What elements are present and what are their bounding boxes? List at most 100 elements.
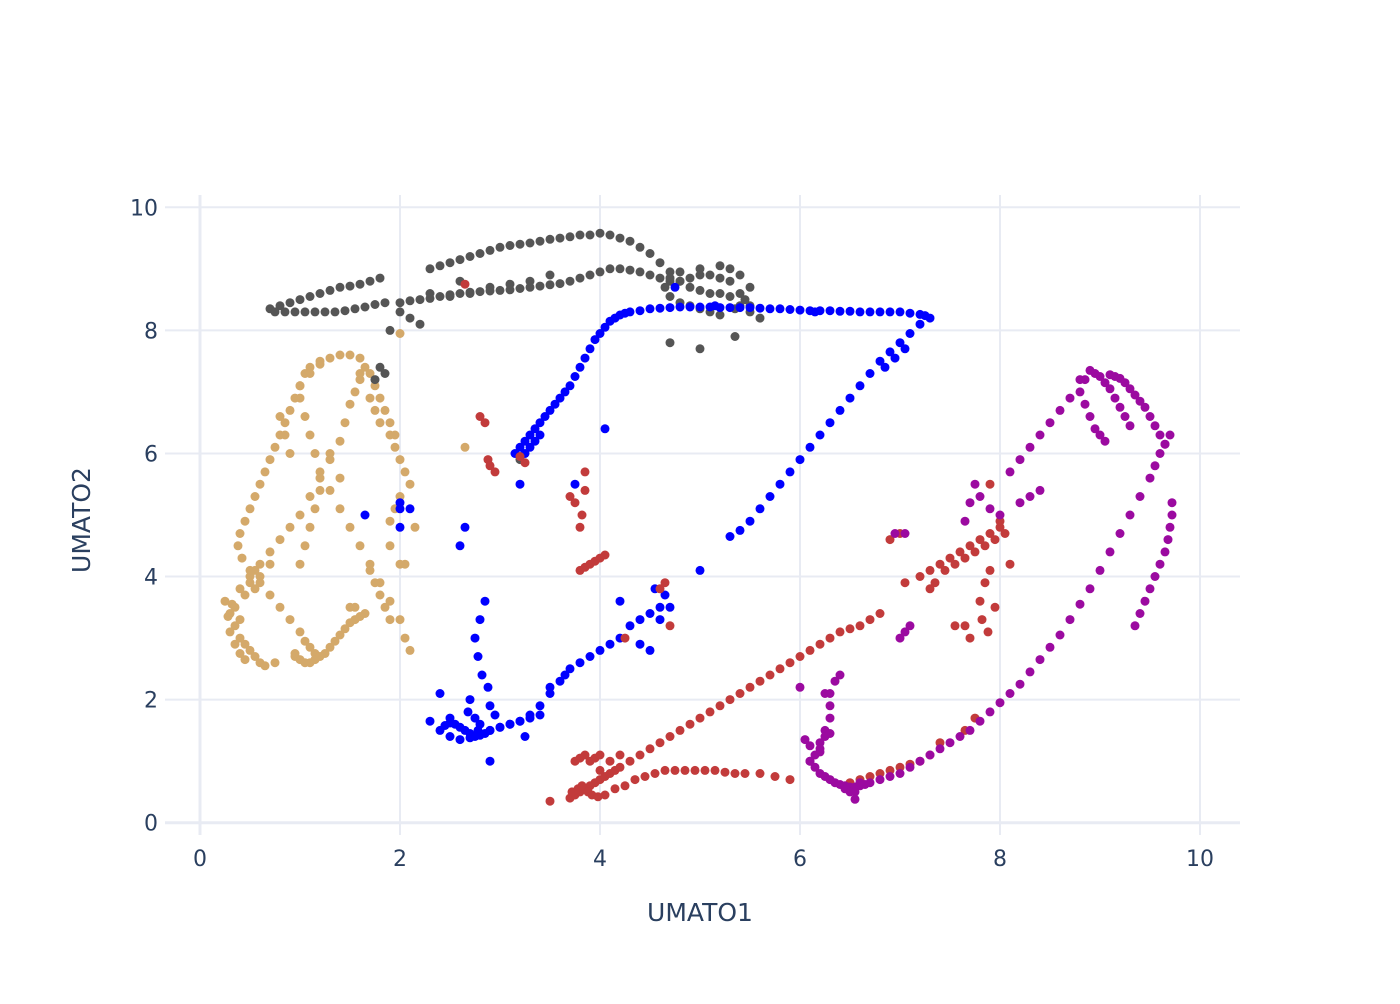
scatter-point[interactable] [380,298,390,308]
scatter-point[interactable] [275,602,285,612]
scatter-point[interactable] [460,442,470,452]
scatter-point[interactable] [575,230,585,240]
scatter-point[interactable] [325,485,335,495]
scatter-point[interactable] [1150,421,1160,431]
scatter-point[interactable] [385,430,395,440]
scatter-point[interactable] [375,273,385,283]
scatter-point[interactable] [610,784,620,794]
scatter-point[interactable] [260,661,270,671]
scatter-point[interactable] [265,559,275,569]
scatter-point[interactable] [365,393,375,403]
scatter-point[interactable] [965,633,975,643]
scatter-point[interactable] [265,590,275,600]
scatter-point[interactable] [865,307,875,317]
scatter-point[interactable] [460,522,470,532]
scatter-point[interactable] [270,658,280,668]
scatter-point[interactable] [1115,529,1125,538]
scatter-point[interactable] [1160,439,1170,449]
scatter-point[interactable] [590,335,600,345]
scatter-point[interactable] [355,369,365,378]
scatter-point[interactable] [1135,396,1145,406]
scatter-point[interactable] [495,285,505,295]
scatter-point[interactable] [835,405,845,415]
scatter-point[interactable] [625,621,635,631]
scatter-point[interactable] [305,492,315,501]
scatter-point[interactable] [635,750,645,760]
scatter-point[interactable] [615,762,625,772]
scatter-point[interactable] [1110,393,1120,403]
scatter-point[interactable] [360,302,370,312]
scatter-point[interactable] [815,747,825,757]
scatter-point[interactable] [960,553,970,563]
scatter-point[interactable] [715,701,725,711]
scatter-point[interactable] [565,492,575,501]
scatter-point[interactable] [1120,378,1130,388]
scatter-point[interactable] [290,307,300,317]
scatter-point[interactable] [1150,461,1160,471]
scatter-point[interactable] [715,289,725,298]
scatter-point[interactable] [455,735,465,745]
scatter-point[interactable] [1005,467,1015,477]
scatter-point[interactable] [900,344,910,354]
scatter-point[interactable] [730,769,740,778]
scatter-point[interactable] [410,522,420,532]
scatter-point[interactable] [485,725,495,735]
scatter-point[interactable] [965,541,975,551]
scatter-point[interactable] [395,559,405,569]
scatter-point[interactable] [385,418,395,428]
scatter-point[interactable] [660,282,670,292]
scatter-point[interactable] [255,559,265,569]
scatter-point[interactable] [690,765,700,775]
scatter-point[interactable] [680,765,690,775]
scatter-point[interactable] [290,649,300,658]
scatter-point[interactable] [435,725,445,735]
scatter-point[interactable] [555,393,565,403]
scatter-point[interactable] [660,765,670,775]
scatter-point[interactable] [705,270,715,280]
scatter-point[interactable] [375,362,385,372]
scatter-point[interactable] [855,778,865,788]
scatter-point[interactable] [400,633,410,643]
scatter-point[interactable] [1045,642,1055,652]
scatter-point[interactable] [395,522,405,532]
scatter-point[interactable] [755,769,765,778]
scatter-point[interactable] [1155,430,1165,440]
scatter-point[interactable] [330,636,340,646]
scatter-point[interactable] [375,418,385,428]
scatter-point[interactable] [825,418,835,428]
scatter-point[interactable] [845,624,855,634]
scatter-point[interactable] [465,289,475,298]
scatter-point[interactable] [1145,412,1155,421]
scatter-point[interactable] [1055,405,1065,415]
scatter-point[interactable] [520,436,530,446]
scatter-point[interactable] [470,713,480,723]
scatter-point[interactable] [565,276,575,286]
scatter-point[interactable] [305,362,315,372]
scatter-point[interactable] [370,578,380,588]
scatter-point[interactable] [465,733,475,743]
scatter-point[interactable] [585,344,595,354]
scatter-point[interactable] [975,492,985,501]
scatter-point[interactable] [535,236,545,246]
scatter-point[interactable] [315,485,325,495]
scatter-point[interactable] [220,596,230,606]
scatter-point[interactable] [395,329,405,338]
scatter-point[interactable] [850,794,860,804]
scatter-point[interactable] [1120,412,1130,421]
scatter-point[interactable] [705,289,715,298]
scatter-point[interactable] [425,716,435,726]
scatter-point[interactable] [625,307,635,317]
scatter-point[interactable] [1163,535,1173,545]
scatter-point[interactable] [765,492,775,501]
scatter-point[interactable] [235,584,245,594]
scatter-point[interactable] [725,532,735,541]
scatter-point[interactable] [265,547,275,557]
scatter-point[interactable] [300,412,310,421]
scatter-point[interactable] [385,615,395,625]
scatter-point[interactable] [545,682,555,692]
scatter-point[interactable] [475,615,485,625]
scatter-point[interactable] [385,516,395,526]
scatter-point[interactable] [315,359,325,369]
scatter-point[interactable] [405,313,415,323]
scatter-point[interactable] [805,645,815,655]
